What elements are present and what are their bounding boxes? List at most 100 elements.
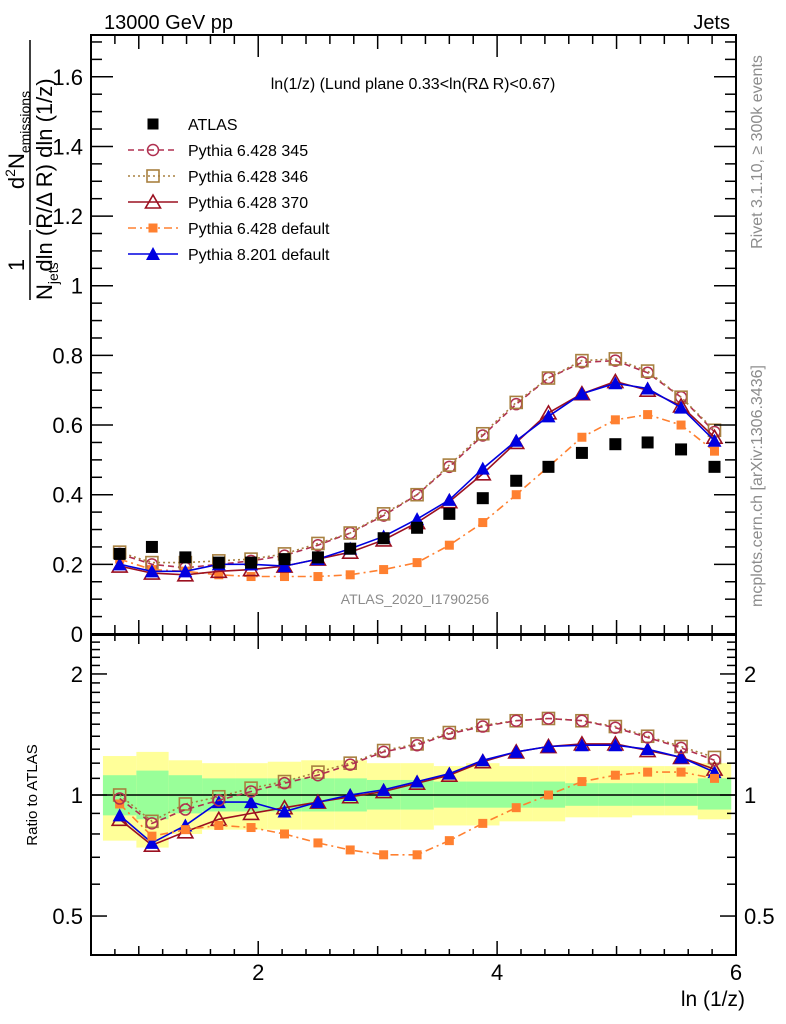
header-right-label: Jets — [693, 12, 730, 34]
ratio-data-point — [412, 850, 422, 860]
y-tick-label: 0.6 — [52, 413, 83, 438]
legend-entry: Pythia 6.428 default — [128, 221, 330, 238]
main-data-point — [412, 558, 422, 568]
main-data-point — [209, 562, 228, 579]
ylabel-num-sup: 2 — [2, 169, 18, 177]
ratio-series-pythia-6-428-default — [115, 767, 719, 860]
ratio-data-point — [178, 797, 193, 811]
legend-entry: Pythia 6.428 345 — [128, 143, 308, 160]
main-data-point — [608, 376, 623, 390]
main-data-point — [112, 557, 127, 571]
ratio-data-point — [443, 727, 456, 741]
main-series-line — [119, 380, 716, 576]
ratio-data-point — [311, 765, 325, 779]
main-axes: 0 0.2 0.4 0.6 0.8 1 1.2 1.4 1.6 — [52, 34, 737, 647]
ratio-data-point — [476, 720, 490, 733]
ratio-data-point — [543, 790, 553, 800]
main-title-text: ln(1/z) (Lund plane 0.33<ln(RΔ R)<0.67) — [271, 76, 556, 93]
xaxis-label: ln (1/z) — [681, 988, 745, 1011]
y-tick-label: 1.6 — [52, 65, 83, 90]
main-title: ln(1/z) (Lund plane 0.33<ln(RΔ R)<0.67) — [271, 76, 556, 93]
main-data-point — [541, 409, 556, 423]
main-data-point — [674, 400, 689, 414]
legend-entry: Pythia 6.428 346 — [128, 169, 308, 186]
ratio-data-point — [180, 825, 190, 835]
ratio-axes: 0.5 0.5 1 1 2 2 2 4 6 — [52, 634, 775, 985]
legend-label: ATLAS — [188, 117, 238, 134]
main-data-point — [476, 492, 489, 505]
ratio-data-point — [179, 803, 192, 816]
main-data-point — [311, 551, 324, 564]
main-data-point — [444, 540, 454, 550]
main-data-point — [214, 570, 224, 580]
ratio-data-point — [674, 741, 688, 755]
main-data-point — [643, 410, 653, 420]
ratio-data-point — [643, 767, 653, 777]
y-tick-label: 1.2 — [52, 204, 83, 229]
main-data-point — [707, 433, 722, 447]
main-ylabel: 1 Njets d2Nemissions dln (R/Δ R) dln (1/… — [2, 40, 61, 300]
legend-label: Pythia 6.428 370 — [188, 195, 308, 212]
main-data-point — [246, 572, 256, 582]
ratio-data-point — [376, 782, 391, 796]
ratio-data-point — [410, 738, 424, 752]
main-data-point — [179, 551, 192, 564]
main-data-point — [708, 460, 721, 473]
main-data-point — [345, 570, 355, 580]
ratio-data-point — [478, 818, 488, 828]
main-data-point — [509, 395, 524, 410]
ratio-data-point — [609, 721, 622, 734]
ratio-series-line — [119, 717, 715, 823]
main-data-point — [609, 438, 622, 451]
main-data-point — [675, 443, 688, 456]
ylabel-den-sub: jets — [45, 262, 61, 285]
x-tick-label: 6 — [730, 960, 742, 985]
ratio-data-point — [246, 823, 256, 833]
main-series-pythia-6-428-370 — [110, 372, 724, 582]
legend-label: Pythia 6.428 345 — [188, 143, 308, 160]
main-data-point — [475, 426, 490, 441]
watermark-label: ATLAS_2020_I1790256 — [341, 591, 490, 607]
ratio-data-point — [509, 744, 524, 758]
legend-marker-icon — [144, 193, 162, 209]
ratio-data-point — [277, 804, 292, 818]
main-data-point — [245, 556, 258, 569]
mcplots-label: mcplots.cern.ch [arXiv:1306.3436] — [749, 365, 766, 607]
main-data-point — [442, 458, 457, 472]
legend-label: Pythia 6.428 346 — [188, 169, 308, 186]
main-data-point — [541, 371, 556, 385]
y-tick-label: 0.2 — [52, 552, 83, 577]
ratio-ylabel: Ratio to ATLAS — [24, 744, 41, 845]
main-data-point — [144, 564, 159, 578]
ratio-data-point — [541, 739, 556, 753]
ratio-data-point — [542, 712, 555, 725]
ratio-data-point — [442, 766, 457, 780]
ratio-data-point — [710, 773, 719, 783]
main-data-point — [640, 381, 655, 395]
main-data-point — [278, 553, 291, 566]
legend-entry: Pythia 6.428 370 — [128, 193, 308, 212]
x-tick-label: 2 — [252, 960, 264, 985]
ratio-series-layer — [110, 711, 724, 860]
legend-label: Pythia 8.201 default — [188, 247, 330, 264]
rivet-label: Rivet 3.1.10, ≥ 300k events — [749, 55, 766, 249]
ylabel-num-d: d — [4, 177, 29, 189]
ratio-data-point — [343, 788, 358, 801]
y-tick-label: 0.8 — [52, 343, 83, 368]
main-data-point — [277, 559, 292, 573]
ratio-data-point — [574, 738, 589, 752]
main-data-point — [145, 540, 158, 553]
ratio-data-point — [509, 714, 523, 727]
main-series-line — [119, 359, 716, 569]
main-data-point — [577, 432, 587, 442]
y-tick-label: 0.4 — [52, 483, 83, 508]
main-data-point — [344, 542, 357, 555]
main-data-point — [478, 518, 488, 528]
main-series-line — [119, 382, 716, 573]
main-data-point — [574, 386, 589, 400]
main-data-point — [411, 521, 424, 534]
legend-marker-icon — [146, 169, 160, 183]
main-data-point — [379, 565, 389, 575]
y-tick-label: 0 — [71, 622, 83, 647]
